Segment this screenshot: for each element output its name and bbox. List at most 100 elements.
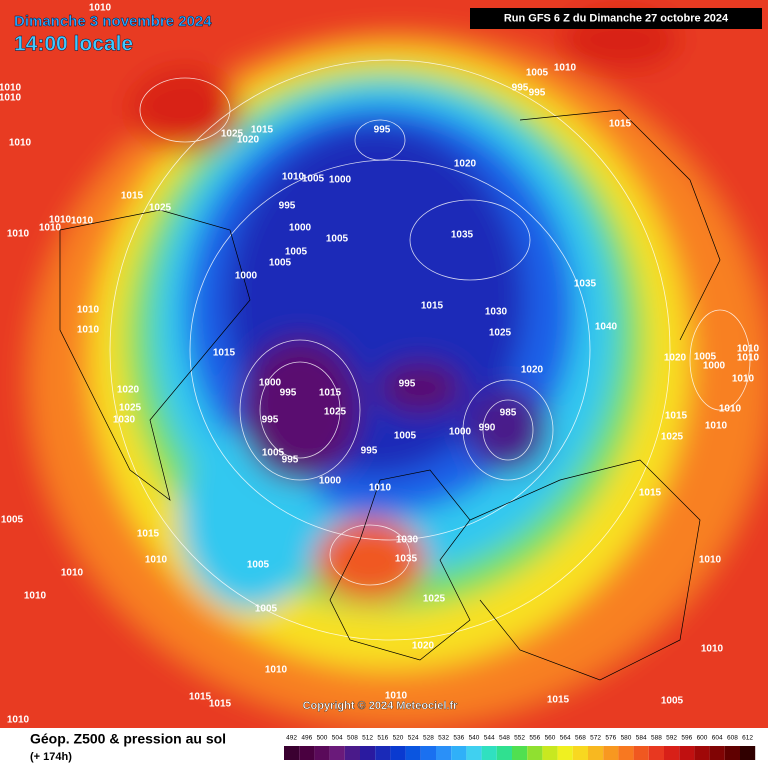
isobar-label: 995 (280, 388, 297, 399)
scale-label: 576 (605, 735, 616, 742)
isobar-label: 1010 (71, 216, 94, 227)
isobar-label: 1025 (324, 407, 347, 418)
isobar-label: 1010 (24, 591, 47, 602)
isobar-label: 1025 (661, 432, 684, 443)
isobar-label: 1020 (117, 385, 140, 396)
isobar-label: 1005 (302, 174, 325, 185)
isobar-label: 1005 (694, 352, 717, 363)
isobar-label: 1000 (289, 223, 312, 234)
map-time: 14:00 locale (14, 33, 133, 56)
isobar-label: 1000 (259, 378, 282, 389)
scale-cell (344, 746, 360, 760)
scale-cell (284, 746, 300, 760)
isobar-label: 1005 (1, 515, 24, 526)
isobar-label: 1020 (454, 159, 477, 170)
isobar-label: 1005 (394, 431, 417, 442)
scale-cell (436, 746, 452, 760)
isobar-label: 1000 (235, 271, 258, 282)
isobar-label: 1010 (385, 691, 408, 702)
scale-label: 536 (453, 735, 464, 742)
scale-label: 500 (317, 735, 328, 742)
isobar-label: 1015 (609, 119, 632, 130)
isobar-label: 1000 (449, 427, 472, 438)
isobar-label: 1010 (89, 3, 112, 14)
isobar-label: 1015 (189, 692, 212, 703)
scale-label: 556 (529, 735, 540, 742)
scale-label: 508 (347, 735, 358, 742)
isobar-label: 1020 (412, 641, 435, 652)
scale-cell (740, 746, 756, 760)
isobar-label: 1005 (262, 448, 285, 459)
isobar-label: 1020 (237, 135, 260, 146)
scale-cell (314, 746, 330, 760)
scale-label: 504 (332, 735, 343, 742)
scale-label: 492 (286, 735, 297, 742)
scale-cell (724, 746, 740, 760)
scale-label: 560 (545, 735, 556, 742)
scale-cell (664, 746, 680, 760)
scale-label: 520 (393, 735, 404, 742)
isobar-label: 1015 (251, 125, 274, 136)
scale-cell (481, 746, 497, 760)
coastlines (59, 109, 721, 681)
isobar-label: 1010 (737, 353, 760, 364)
isobar-label: 1000 (329, 175, 352, 186)
isobar-label: 995 (361, 446, 378, 457)
isobar-label: 1010 (145, 555, 168, 566)
isobar-label: 1015 (137, 529, 160, 540)
scale-label: 528 (423, 735, 434, 742)
isobar-label: 1010 (39, 223, 62, 234)
scale-label: 572 (590, 735, 601, 742)
isobar-label: 1005 (285, 247, 308, 258)
isobar-label: 1005 (269, 258, 292, 269)
isobar-label: 1020 (521, 365, 544, 376)
scale-label: 588 (651, 735, 662, 742)
scale-cell (466, 746, 482, 760)
scale-label: 552 (514, 735, 525, 742)
isobar-label: 1025 (119, 403, 142, 414)
color-scale: 492 496 500 504 508 512 516 520 524 528 532 536 540 5… (284, 735, 756, 760)
isobar-label: 1035 (395, 554, 418, 565)
scale-cell (572, 746, 588, 760)
isobar-label: 995 (262, 415, 279, 426)
scale-label: 544 (484, 735, 495, 742)
scale-label: 584 (636, 735, 647, 742)
isobar-label: 1030 (485, 307, 508, 318)
scale-label: 564 (560, 735, 571, 742)
isobar-label: 1010 (705, 421, 728, 432)
isobar-label: 1010 (265, 665, 288, 676)
scale-cell (360, 746, 376, 760)
isobar-label: 1035 (574, 279, 597, 290)
isobar-label: 1030 (396, 535, 419, 546)
isobar-label: 1010 (77, 325, 100, 336)
isobar-label: 1040 (595, 322, 618, 333)
isobar-label: 1010 (0, 93, 22, 104)
scale-label: 600 (697, 735, 708, 742)
isobar-label: 1010 (49, 215, 72, 226)
scale-cell (527, 746, 543, 760)
isobar-label: 1025 (423, 594, 446, 605)
isobar-label: 1015 (319, 388, 342, 399)
scale-cell (512, 746, 528, 760)
scale-cell (496, 746, 512, 760)
isobar-label: 1010 (699, 555, 722, 566)
run-box (470, 8, 762, 29)
scale-cell (679, 746, 695, 760)
isobar-label: 1010 (554, 63, 577, 74)
isobar-label: 1015 (209, 699, 232, 710)
isobar-label: 1010 (77, 305, 100, 316)
isobar-label: 1035 (451, 230, 474, 241)
isobar-label: 1010 (282, 172, 305, 183)
scale-label: 516 (377, 735, 388, 742)
isobar-label: 1015 (121, 191, 144, 202)
scale-label: 612 (742, 735, 753, 742)
scale-label: 608 (727, 735, 738, 742)
isobar-label: 1010 (7, 715, 30, 726)
scale-cell (375, 746, 391, 760)
scale-label: 524 (408, 735, 419, 742)
isobar-label: 1005 (526, 68, 549, 79)
isobar-label: 1010 (737, 344, 760, 355)
isobar-label: 1015 (665, 411, 688, 422)
scale-cell (329, 746, 345, 760)
